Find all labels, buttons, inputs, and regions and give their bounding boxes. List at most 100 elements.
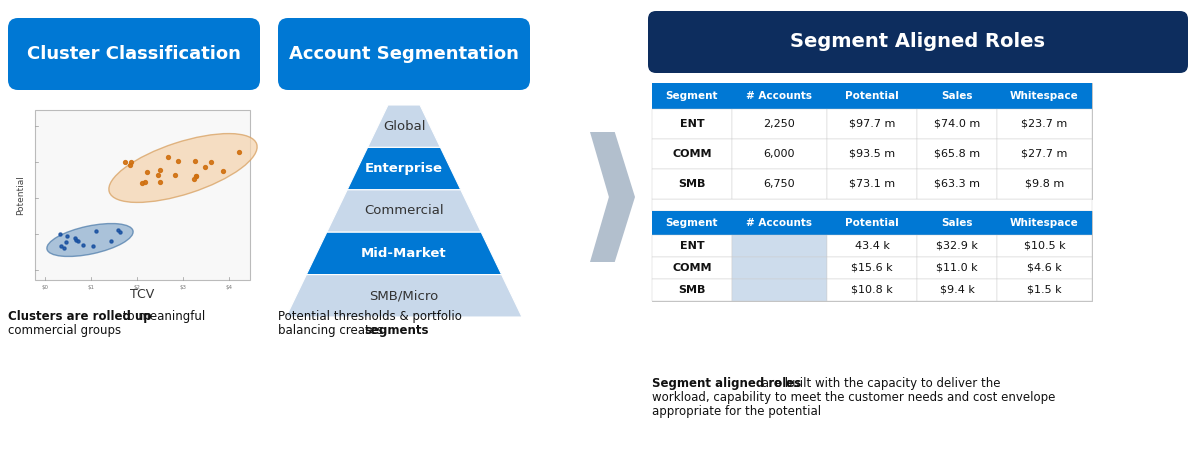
Bar xyxy=(733,169,827,199)
Bar xyxy=(652,109,733,139)
Bar xyxy=(652,139,733,169)
Bar xyxy=(917,257,998,279)
Text: $9.8 m: $9.8 m xyxy=(1025,179,1065,189)
Text: $97.7 m: $97.7 m xyxy=(849,119,896,129)
Text: $63.3 m: $63.3 m xyxy=(934,179,980,189)
Text: Commercial: Commercial xyxy=(364,205,444,218)
Bar xyxy=(733,279,827,301)
Text: Cluster Classification: Cluster Classification xyxy=(28,45,241,63)
Text: $1: $1 xyxy=(88,285,95,290)
FancyBboxPatch shape xyxy=(8,18,260,90)
Text: $65.8 m: $65.8 m xyxy=(934,149,980,159)
Polygon shape xyxy=(368,105,440,147)
Bar xyxy=(917,235,998,257)
Bar xyxy=(827,83,917,109)
Bar xyxy=(652,257,733,279)
Text: $74.0 m: $74.0 m xyxy=(934,119,980,129)
Bar xyxy=(733,257,827,279)
Ellipse shape xyxy=(47,224,133,257)
Text: segments: segments xyxy=(364,324,429,337)
Text: 6,000: 6,000 xyxy=(764,149,795,159)
Bar xyxy=(652,169,733,199)
Text: $11.0 k: $11.0 k xyxy=(936,263,978,273)
Text: $10.5 k: $10.5 k xyxy=(1024,241,1066,251)
Bar xyxy=(827,211,917,235)
Text: Whitespace: Whitespace xyxy=(1010,218,1079,228)
Bar xyxy=(998,139,1092,169)
Bar xyxy=(733,211,827,235)
Polygon shape xyxy=(348,147,460,190)
Polygon shape xyxy=(307,232,501,275)
Text: $27.7 m: $27.7 m xyxy=(1022,149,1067,159)
Polygon shape xyxy=(327,190,481,232)
Text: are built with the capacity to deliver the: are built with the capacity to deliver t… xyxy=(758,377,1000,390)
Bar xyxy=(827,169,917,199)
Text: $4: $4 xyxy=(225,285,233,290)
FancyBboxPatch shape xyxy=(647,11,1188,73)
Bar xyxy=(917,139,998,169)
Bar xyxy=(827,109,917,139)
Bar xyxy=(652,83,733,109)
Bar xyxy=(998,211,1092,235)
Bar xyxy=(827,139,917,169)
Text: SMB: SMB xyxy=(679,179,706,189)
Text: $15.6 k: $15.6 k xyxy=(851,263,893,273)
Bar xyxy=(652,199,1092,211)
Text: Sales: Sales xyxy=(941,218,972,228)
Text: SMB: SMB xyxy=(679,285,706,295)
Text: Potential: Potential xyxy=(17,175,25,215)
Bar xyxy=(652,211,733,235)
Text: Clusters are rolled up: Clusters are rolled up xyxy=(8,310,151,323)
Text: $0: $0 xyxy=(42,285,48,290)
Text: $4.6 k: $4.6 k xyxy=(1028,263,1062,273)
Text: $93.5 m: $93.5 m xyxy=(849,149,896,159)
Text: ENT: ENT xyxy=(680,241,704,251)
Bar xyxy=(917,83,998,109)
Text: $10.8 k: $10.8 k xyxy=(851,285,893,295)
Text: 43.4 k: 43.4 k xyxy=(855,241,890,251)
Text: COMM: COMM xyxy=(673,149,712,159)
Text: Potential: Potential xyxy=(845,218,899,228)
Bar xyxy=(998,109,1092,139)
Bar xyxy=(998,235,1092,257)
Text: 2,250: 2,250 xyxy=(764,119,795,129)
Text: balancing creates: balancing creates xyxy=(278,324,387,337)
Text: workload, capability to meet the customer needs and cost envelope: workload, capability to meet the custome… xyxy=(652,391,1055,404)
Bar xyxy=(652,83,1092,199)
Text: Global: Global xyxy=(382,120,426,133)
Bar xyxy=(652,235,733,257)
Text: Account Segmentation: Account Segmentation xyxy=(289,45,519,63)
Text: $9.4 k: $9.4 k xyxy=(940,285,975,295)
Text: $73.1 m: $73.1 m xyxy=(849,179,896,189)
Text: # Accounts: # Accounts xyxy=(747,91,813,101)
Text: to meaningful: to meaningful xyxy=(119,310,205,323)
Bar xyxy=(827,257,917,279)
Text: $32.9 k: $32.9 k xyxy=(936,241,978,251)
Bar xyxy=(733,235,827,257)
Polygon shape xyxy=(590,132,635,262)
Text: Potential thresholds & portfolio: Potential thresholds & portfolio xyxy=(278,310,462,323)
Bar xyxy=(998,169,1092,199)
Bar xyxy=(917,279,998,301)
Text: Potential: Potential xyxy=(845,91,899,101)
Text: Segment: Segment xyxy=(665,218,718,228)
Ellipse shape xyxy=(109,133,257,202)
Bar xyxy=(652,279,733,301)
Text: ENT: ENT xyxy=(680,119,704,129)
Polygon shape xyxy=(287,275,522,317)
Bar xyxy=(733,139,827,169)
Bar xyxy=(733,83,827,109)
Text: 6,750: 6,750 xyxy=(764,179,795,189)
Bar xyxy=(733,109,827,139)
Bar xyxy=(917,109,998,139)
Bar xyxy=(652,211,1092,301)
Bar xyxy=(827,279,917,301)
Text: COMM: COMM xyxy=(673,263,712,273)
Text: $2: $2 xyxy=(133,285,140,290)
Text: Segment Aligned Roles: Segment Aligned Roles xyxy=(790,33,1046,52)
Bar xyxy=(998,83,1092,109)
Text: Enterprise: Enterprise xyxy=(364,162,442,175)
Bar xyxy=(998,257,1092,279)
Text: commercial groups: commercial groups xyxy=(8,324,121,337)
Text: Sales: Sales xyxy=(941,91,972,101)
